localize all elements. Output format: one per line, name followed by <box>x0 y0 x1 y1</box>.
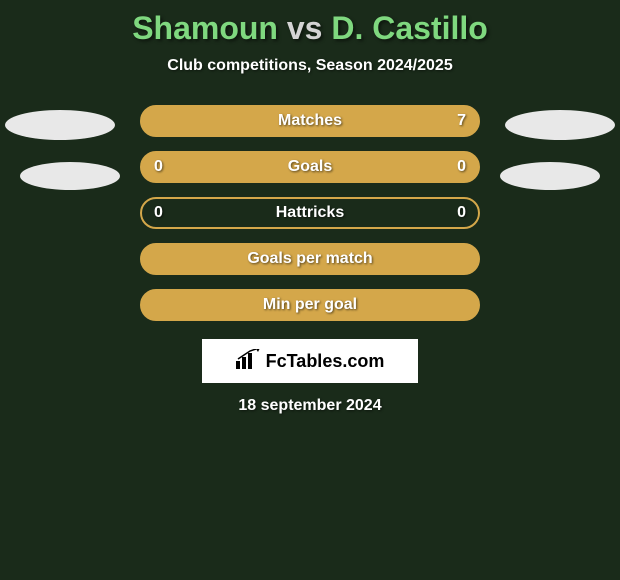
stat-right-value: 7 <box>457 112 466 130</box>
stat-row-min-per-goal: Min per goal <box>140 289 480 321</box>
stat-label: Matches <box>278 112 342 130</box>
stat-left-value: 0 <box>154 158 163 176</box>
comparison-container: Shamoun vs D. Castillo Club competitions… <box>0 0 620 415</box>
stat-row-hattricks: 0 Hattricks 0 <box>140 197 480 229</box>
player2-avatar-placeholder-1 <box>505 110 615 140</box>
stat-label: Hattricks <box>276 204 344 222</box>
stat-right-value: 0 <box>457 158 466 176</box>
player1-avatar-placeholder-1 <box>5 110 115 140</box>
stats-area: Matches 7 0 Goals 0 0 Hattricks 0 Goals … <box>0 105 620 321</box>
stat-right-value: 0 <box>457 204 466 222</box>
date-text: 18 september 2024 <box>0 397 620 415</box>
player2-avatar-placeholder-2 <box>500 162 600 190</box>
stat-label: Goals per match <box>247 250 372 268</box>
stat-label: Goals <box>288 158 332 176</box>
logo-text: FcTables.com <box>266 351 385 372</box>
player1-avatar-placeholder-2 <box>20 162 120 190</box>
fctables-logo[interactable]: FcTables.com <box>202 339 418 383</box>
stat-row-goals-per-match: Goals per match <box>140 243 480 275</box>
stat-row-matches: Matches 7 <box>140 105 480 137</box>
stat-left-value: 0 <box>154 204 163 222</box>
comparison-title: Shamoun vs D. Castillo <box>0 10 620 47</box>
stat-row-goals: 0 Goals 0 <box>140 151 480 183</box>
stat-label: Min per goal <box>263 296 357 314</box>
chart-icon <box>236 349 260 374</box>
vs-text: vs <box>287 10 323 46</box>
player2-name: D. Castillo <box>331 10 487 46</box>
subtitle: Club competitions, Season 2024/2025 <box>0 57 620 75</box>
player1-name: Shamoun <box>132 10 278 46</box>
